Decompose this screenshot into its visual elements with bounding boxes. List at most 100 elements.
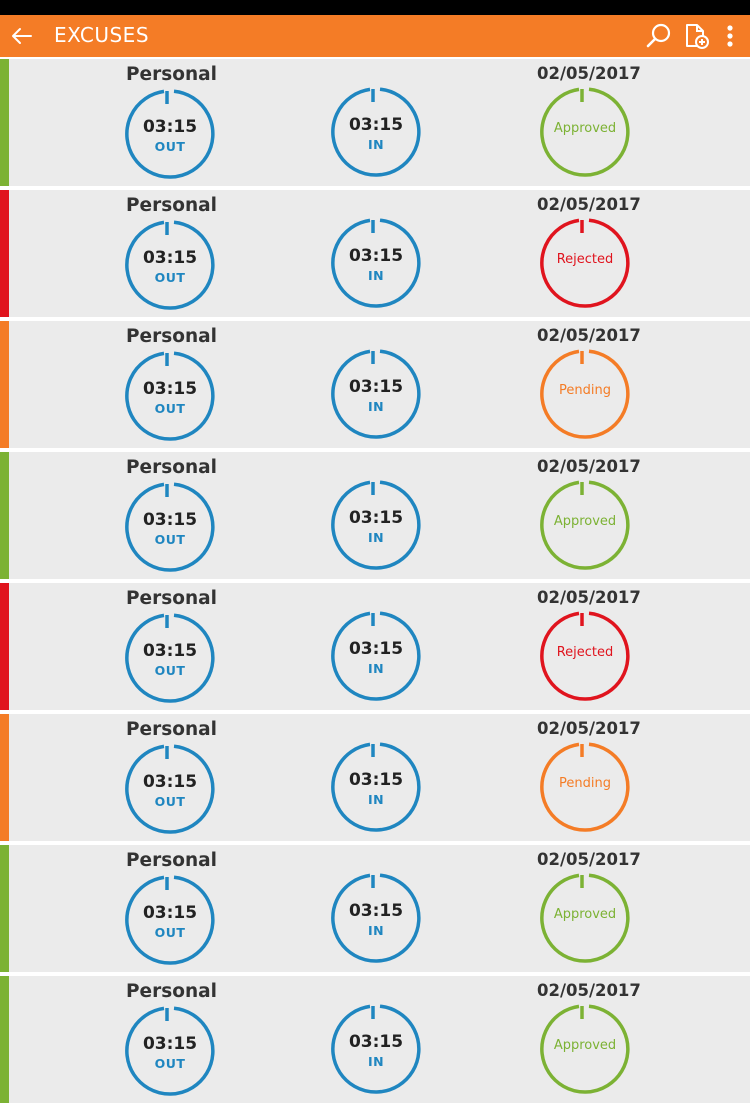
status-ring: Approved [538, 85, 632, 179]
status-label: Pending [559, 383, 611, 398]
out-time-ring: 03:15 OUT [123, 218, 217, 312]
status-label: Approved [553, 121, 617, 136]
status-ring: Rejected [538, 216, 632, 310]
excuse-category: Personal [126, 326, 217, 347]
excuse-row[interactable]: Personal 02/05/2017 03:15 OUT 03:15 IN Pending [0, 321, 750, 448]
in-time-ring: 03:15 IN [329, 740, 423, 834]
out-time: 03:15 [142, 510, 198, 530]
in-label: IN [367, 530, 385, 545]
add-document-icon[interactable] [682, 22, 710, 50]
status-ring: Approved [538, 478, 632, 572]
out-time: 03:15 [142, 379, 198, 399]
excuse-date: 02/05/2017 [537, 64, 641, 83]
status-ring: Approved [538, 871, 632, 965]
out-label: OUT [154, 139, 186, 154]
status-strip [0, 976, 9, 1103]
excuse-date: 02/05/2017 [537, 195, 641, 214]
status-strip [0, 321, 9, 448]
app-bar: EXCUSES [0, 15, 750, 57]
status-strip [0, 845, 9, 972]
in-label: IN [367, 923, 385, 938]
in-label: IN [367, 792, 385, 807]
out-time-ring: 03:15 OUT [123, 87, 217, 181]
in-time: 03:15 [348, 1032, 404, 1052]
in-time: 03:15 [348, 639, 404, 659]
status-strip [0, 714, 9, 841]
excuse-row[interactable]: Personal 02/05/2017 03:15 OUT 03:15 IN Pending [0, 714, 750, 841]
out-time: 03:15 [142, 1034, 198, 1054]
out-time-ring: 03:15 OUT [123, 480, 217, 574]
out-time-ring: 03:15 OUT [123, 349, 217, 443]
in-time: 03:15 [348, 377, 404, 397]
excuse-category: Personal [126, 457, 217, 478]
out-label: OUT [154, 794, 186, 809]
in-label: IN [367, 661, 385, 676]
out-time: 03:15 [142, 117, 198, 137]
in-time-ring: 03:15 IN [329, 85, 423, 179]
in-time: 03:15 [348, 508, 404, 528]
excuse-date: 02/05/2017 [537, 457, 641, 476]
excuse-date: 02/05/2017 [537, 326, 641, 345]
status-label: Approved [553, 907, 617, 922]
excuse-row[interactable]: Personal 02/05/2017 03:15 OUT 03:15 IN Approve… [0, 452, 750, 579]
more-options-icon[interactable] [720, 22, 748, 50]
excuse-date: 02/05/2017 [537, 981, 641, 1000]
status-label: Pending [559, 776, 611, 791]
out-time: 03:15 [142, 248, 198, 268]
out-label: OUT [154, 1056, 186, 1071]
status-label: Rejected [556, 645, 614, 660]
in-time: 03:15 [348, 246, 404, 266]
excuse-date: 02/05/2017 [537, 588, 641, 607]
excuse-row[interactable]: Personal 02/05/2017 03:15 OUT 03:15 IN Rejecte… [0, 190, 750, 317]
out-label: OUT [154, 401, 186, 416]
excuse-row[interactable]: Personal 02/05/2017 03:15 OUT 03:15 IN Rejecte… [0, 583, 750, 710]
excuse-date: 02/05/2017 [537, 850, 641, 869]
excuse-row[interactable]: Personal 02/05/2017 03:15 OUT 03:15 IN Approve… [0, 845, 750, 972]
excuse-category: Personal [126, 588, 217, 609]
in-time-ring: 03:15 IN [329, 478, 423, 572]
in-time-ring: 03:15 IN [329, 216, 423, 310]
status-bar [0, 0, 750, 15]
back-arrow-icon[interactable] [10, 24, 34, 48]
status-label: Rejected [556, 252, 614, 267]
excuse-date: 02/05/2017 [537, 719, 641, 738]
status-strip [0, 583, 9, 710]
status-strip [0, 59, 9, 186]
in-time: 03:15 [348, 770, 404, 790]
excuse-row[interactable]: Personal 02/05/2017 03:15 OUT 03:15 IN Approve… [0, 976, 750, 1103]
status-label: Approved [553, 1038, 617, 1053]
in-label: IN [367, 1054, 385, 1069]
out-time: 03:15 [142, 641, 198, 661]
in-time: 03:15 [348, 901, 404, 921]
out-time-ring: 03:15 OUT [123, 611, 217, 705]
in-time-ring: 03:15 IN [329, 871, 423, 965]
excuse-category: Personal [126, 64, 217, 85]
excuses-list: Personal 02/05/2017 03:15 OUT 03:15 IN Approve… [0, 59, 750, 1107]
in-label: IN [367, 137, 385, 152]
out-time: 03:15 [142, 772, 198, 792]
out-label: OUT [154, 663, 186, 678]
status-strip [0, 190, 9, 317]
status-ring: Pending [538, 740, 632, 834]
in-time-ring: 03:15 IN [329, 1002, 423, 1096]
in-label: IN [367, 268, 385, 283]
in-time-ring: 03:15 IN [329, 609, 423, 703]
status-ring: Approved [538, 1002, 632, 1096]
status-label: Approved [553, 514, 617, 529]
in-label: IN [367, 399, 385, 414]
search-icon[interactable] [645, 22, 673, 50]
out-time-ring: 03:15 OUT [123, 1004, 217, 1098]
out-time: 03:15 [142, 903, 198, 923]
out-time-ring: 03:15 OUT [123, 742, 217, 836]
out-label: OUT [154, 925, 186, 940]
status-ring: Pending [538, 347, 632, 441]
status-strip [0, 452, 9, 579]
out-time-ring: 03:15 OUT [123, 873, 217, 967]
excuse-category: Personal [126, 195, 217, 216]
out-label: OUT [154, 270, 186, 285]
excuse-category: Personal [126, 981, 217, 1002]
excuse-row[interactable]: Personal 02/05/2017 03:15 OUT 03:15 IN Approve… [0, 59, 750, 186]
excuse-category: Personal [126, 719, 217, 740]
out-label: OUT [154, 532, 186, 547]
status-ring: Rejected [538, 609, 632, 703]
